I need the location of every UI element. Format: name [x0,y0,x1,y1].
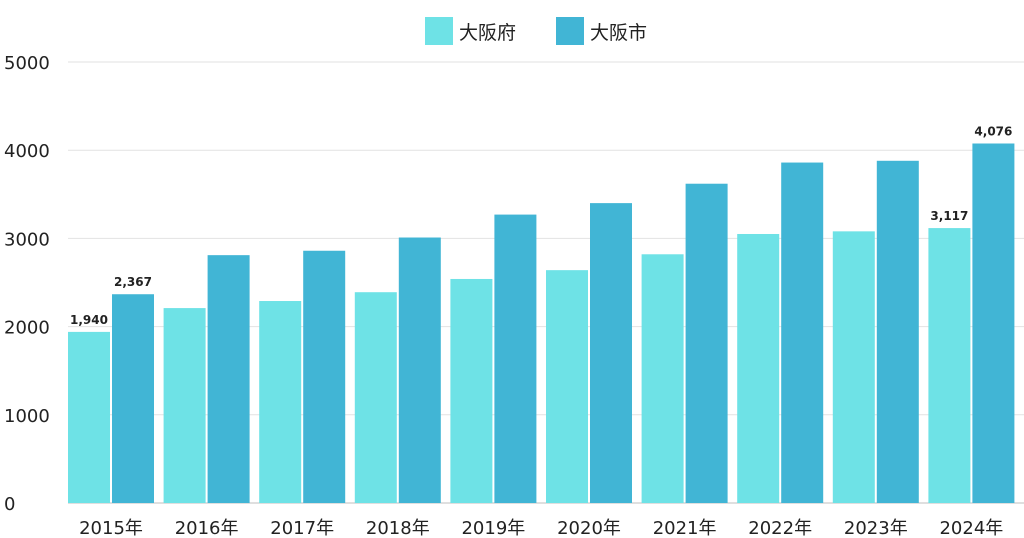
bar-osaka-city-4 [494,214,537,503]
data-label: 4,076 [974,124,1012,138]
bar-osaka-city-0 [112,294,154,503]
bar-osaka-city-9 [972,143,1015,503]
x-tick-label: 2018年 [366,518,430,538]
bar-osaka-prefecture-7 [737,233,780,504]
bar-osaka-city-8 [876,160,919,503]
bar-osaka-prefecture-4 [450,278,493,503]
y-axis-ticks: 0 1000 2000 3000 4000 5000 [4,53,50,515]
bar-osaka-prefecture-9 [928,228,971,503]
bar-osaka-city-5 [590,203,632,503]
x-tick-label: 2015年 [79,518,143,538]
y-tick-label: 0 [4,494,15,515]
bar-osaka-prefecture-1 [163,308,206,503]
bar-osaka-prefecture-3 [354,292,397,503]
bar-osaka-prefecture-0 [68,331,110,503]
bar-osaka-city-2 [303,250,346,503]
bar-osaka-prefecture-5 [546,270,588,503]
x-tick-label: 2019年 [461,518,525,538]
data-label: 2,367 [114,275,152,289]
bar-osaka-city-1 [207,255,250,503]
x-tick-label: 2023年 [844,518,908,538]
bars [68,143,1015,504]
data-label: 3,117 [930,209,968,223]
y-tick-label: 5000 [4,53,50,74]
legend-label: 大阪府 [459,22,516,44]
bar-osaka-city-7 [781,162,824,503]
bar-osaka-prefecture-6 [641,254,684,503]
x-axis-ticks: 2015年 2016年 2017年 2018年 2019年 2020年 2021年 2022年… [79,518,1003,538]
x-tick-label: 2020年 [557,518,621,538]
legend: 大阪府 大阪市 [425,17,647,45]
y-tick-label: 1000 [4,406,50,427]
y-tick-label: 2000 [4,318,50,339]
x-tick-label: 2022年 [748,518,812,538]
bar-osaka-prefecture-8 [832,231,875,503]
bar-osaka-city-6 [685,183,728,503]
x-tick-label: 2017年 [270,518,334,538]
legend-swatch [425,17,453,45]
y-tick-label: 3000 [4,229,50,250]
legend-swatch [556,17,584,45]
legend-label: 大阪市 [590,22,647,44]
x-tick-label: 2016年 [175,518,239,538]
x-tick-label: 2021年 [653,518,717,538]
data-label: 1,940 [70,313,108,327]
x-tick-label: 2024年 [939,518,1003,538]
data-labels: 1,940 2,367 3,117 4,076 [70,124,1012,326]
bar-osaka-prefecture-2 [259,301,302,503]
bar-osaka-city-3 [398,237,441,503]
y-tick-label: 4000 [4,141,50,162]
